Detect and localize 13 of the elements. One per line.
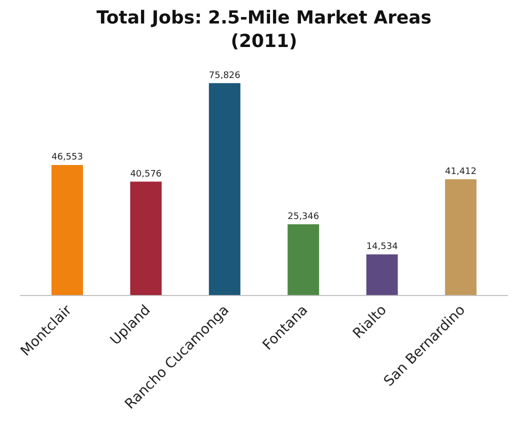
chart-title: Total Jobs: 2.5-Mile Market Areas (2011) xyxy=(96,7,432,52)
data-label: 46,553 xyxy=(52,152,83,163)
data-label: 40,576 xyxy=(130,169,162,180)
bar xyxy=(130,182,162,295)
bar xyxy=(366,254,398,295)
data-label: 75,826 xyxy=(208,70,241,81)
data-label: 25,346 xyxy=(288,212,320,222)
data-label: 41,412 xyxy=(445,167,476,178)
bar xyxy=(445,179,477,295)
bar xyxy=(51,164,83,295)
bar xyxy=(208,83,240,295)
bar xyxy=(288,224,320,295)
data-label: 14,534 xyxy=(366,242,398,252)
